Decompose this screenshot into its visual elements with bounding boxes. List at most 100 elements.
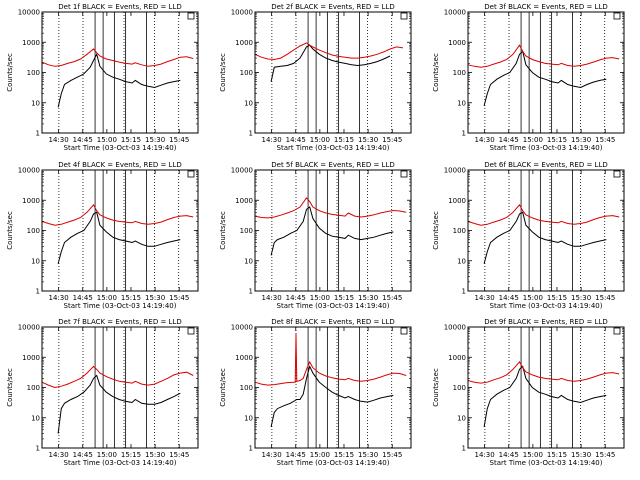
plot-frame bbox=[254, 326, 412, 449]
y-tick-label: 10000 bbox=[231, 324, 253, 332]
y-tick-label: 10 bbox=[31, 99, 40, 107]
y-tick-label: 10000 bbox=[18, 324, 40, 332]
x-tick-label: 15:45 bbox=[169, 294, 189, 302]
x-tick-label: 14:45 bbox=[286, 294, 306, 302]
x-tick-label: 15:45 bbox=[169, 451, 189, 459]
panel-title: Det 4f BLACK = Events, RED = LLD bbox=[58, 161, 181, 169]
y-axis-label: Counts/sec bbox=[432, 368, 440, 407]
panel-3: Det 3f BLACK = Events, RED = LLD 1 10 100 10… bbox=[432, 3, 625, 152]
y-tick-label: 10000 bbox=[18, 9, 40, 17]
panel-5: Det 5f BLACK = Events, RED = LLD 1 10 100 10… bbox=[219, 161, 412, 310]
panel-title: Det 6f BLACK = Events, RED = LLD bbox=[484, 161, 607, 169]
y-axis-label: Counts/sec bbox=[219, 211, 227, 250]
y-tick-label: 1 bbox=[462, 130, 466, 138]
y-tick-label: 1000 bbox=[22, 354, 40, 362]
x-axis-label: Start Time (03-Oct-03 14:19:40) bbox=[277, 459, 390, 467]
x-axis-label: Start Time (03-Oct-03 14:19:40) bbox=[490, 459, 603, 467]
series-line-lld bbox=[254, 42, 404, 61]
panel-9: Det 9f BLACK = Events, RED = LLD 1 10 100 10… bbox=[432, 318, 625, 467]
x-tick-label: 14:30 bbox=[475, 136, 495, 144]
x-tick-label: 14:45 bbox=[499, 451, 519, 459]
panel-7: Det 7f BLACK = Events, RED = LLD 1 10 100 10… bbox=[6, 318, 199, 467]
series-line-events bbox=[483, 211, 607, 264]
series-line-events bbox=[57, 374, 181, 434]
legend-box bbox=[613, 327, 621, 335]
x-tick-label: 15:30 bbox=[145, 294, 165, 302]
x-tick-label: 15:45 bbox=[595, 136, 615, 144]
x-tick-label: 15:00 bbox=[523, 294, 543, 302]
x-axis-label: Start Time (03-Oct-03 14:19:40) bbox=[64, 302, 177, 310]
x-tick-label: 15:30 bbox=[358, 136, 378, 144]
legend-box bbox=[400, 170, 408, 178]
x-tick-label: 15:00 bbox=[310, 294, 330, 302]
series-line-lld bbox=[254, 333, 407, 386]
plot-frame bbox=[254, 11, 412, 134]
y-tick-label: 100 bbox=[27, 227, 40, 235]
series-line-lld bbox=[41, 204, 194, 226]
y-tick-label: 1000 bbox=[448, 354, 466, 362]
y-tick-label: 100 bbox=[240, 384, 253, 392]
y-tick-label: 10 bbox=[457, 257, 466, 265]
x-tick-label: 15:15 bbox=[121, 136, 141, 144]
y-tick-label: 1000 bbox=[22, 197, 40, 205]
x-tick-label: 15:30 bbox=[571, 136, 591, 144]
legend-box bbox=[613, 12, 621, 20]
y-tick-label: 1 bbox=[249, 130, 253, 138]
plot-frame bbox=[467, 326, 625, 449]
series-line-events bbox=[270, 364, 394, 428]
x-axis-label: Start Time (03-Oct-03 14:19:40) bbox=[64, 144, 177, 152]
x-tick-label: 15:15 bbox=[547, 294, 567, 302]
series-line-lld bbox=[467, 204, 620, 226]
x-tick-label: 15:45 bbox=[382, 136, 402, 144]
panel-title: Det 5f BLACK = Events, RED = LLD bbox=[271, 161, 394, 169]
x-tick-label: 14:45 bbox=[499, 136, 519, 144]
x-tick-label: 15:15 bbox=[121, 294, 141, 302]
y-tick-label: 100 bbox=[240, 227, 253, 235]
x-tick-label: 15:30 bbox=[358, 451, 378, 459]
y-tick-label: 1 bbox=[249, 288, 253, 296]
x-tick-label: 15:15 bbox=[334, 451, 354, 459]
x-axis-label: Start Time (03-Oct-03 14:19:40) bbox=[490, 302, 603, 310]
x-tick-label: 15:30 bbox=[571, 294, 591, 302]
y-tick-label: 1000 bbox=[448, 39, 466, 47]
x-axis-label: Start Time (03-Oct-03 14:19:40) bbox=[277, 302, 390, 310]
legend-box bbox=[187, 12, 195, 20]
plot-frame bbox=[41, 11, 199, 134]
y-tick-label: 1 bbox=[249, 445, 253, 453]
legend-box bbox=[187, 327, 195, 335]
series-line-events bbox=[483, 50, 607, 106]
x-tick-label: 15:15 bbox=[334, 294, 354, 302]
x-tick-label: 15:45 bbox=[382, 451, 402, 459]
x-tick-label: 15:15 bbox=[547, 136, 567, 144]
series-line-events bbox=[57, 211, 181, 264]
panel-title: Det 7f BLACK = Events, RED = LLD bbox=[58, 318, 181, 326]
x-tick-label: 14:30 bbox=[49, 136, 69, 144]
x-tick-label: 14:30 bbox=[475, 294, 495, 302]
y-tick-label: 10 bbox=[244, 257, 253, 265]
plot-frame bbox=[41, 326, 199, 449]
x-tick-label: 14:30 bbox=[49, 451, 69, 459]
legend-box bbox=[613, 170, 621, 178]
y-axis-label: Counts/sec bbox=[6, 211, 14, 250]
x-tick-label: 14:45 bbox=[286, 451, 306, 459]
x-axis-label: Start Time (03-Oct-03 14:19:40) bbox=[490, 144, 603, 152]
x-tick-label: 15:00 bbox=[310, 451, 330, 459]
y-tick-label: 10000 bbox=[231, 9, 253, 17]
series-line-lld bbox=[254, 197, 407, 219]
y-tick-label: 10000 bbox=[231, 167, 253, 175]
x-tick-label: 15:30 bbox=[358, 294, 378, 302]
x-tick-label: 15:30 bbox=[571, 451, 591, 459]
y-tick-label: 1 bbox=[462, 288, 466, 296]
y-axis-label: Counts/sec bbox=[219, 53, 227, 92]
x-tick-label: 15:45 bbox=[595, 294, 615, 302]
y-tick-label: 1000 bbox=[22, 39, 40, 47]
panel-title: Det 8f BLACK = Events, RED = LLD bbox=[271, 318, 394, 326]
x-tick-label: 15:45 bbox=[382, 294, 402, 302]
y-axis-label: Counts/sec bbox=[432, 211, 440, 250]
panel-8: Det 8f BLACK = Events, RED = LLD 1 10 100 10… bbox=[219, 318, 412, 467]
x-tick-label: 15:30 bbox=[145, 136, 165, 144]
x-tick-label: 15:00 bbox=[97, 451, 117, 459]
x-tick-label: 14:30 bbox=[262, 136, 282, 144]
x-tick-label: 14:45 bbox=[73, 136, 93, 144]
